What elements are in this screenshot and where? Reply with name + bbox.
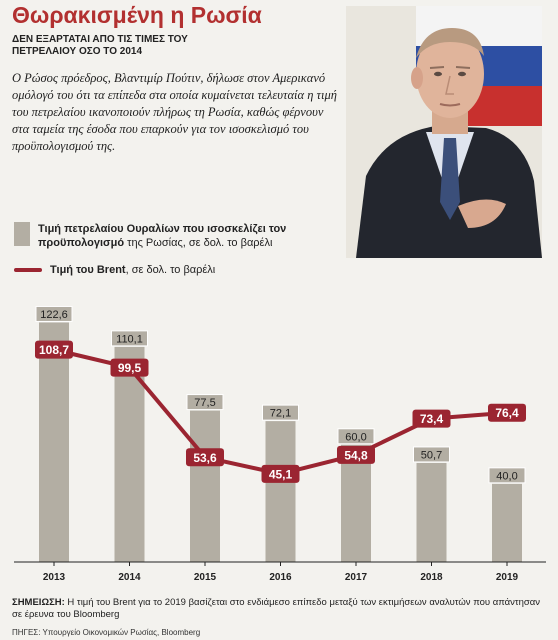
budget-bar-label-box — [337, 428, 375, 445]
brent-point-marker — [110, 358, 149, 377]
budget-bar — [190, 410, 220, 562]
budget-bar-label-box — [35, 305, 73, 322]
page-subtitle: ΔΕΝ ΕΞΑΡΤΑΤΑΙ ΑΠΟ ΤΙΣ ΤΙΜΕΣ ΤΟΥ ΠΕΤΡΕΛΑΙ… — [12, 34, 188, 57]
budget-bar-value-label: 77,5 — [194, 397, 215, 409]
brent-point-marker — [337, 445, 375, 464]
brent-point-marker — [488, 403, 526, 422]
budget-bar-value-label: 40,0 — [496, 470, 517, 482]
budget-bar-value-label: 122,6 — [40, 309, 68, 321]
budget-bar — [416, 462, 447, 562]
budget-bar-label-box — [186, 394, 224, 411]
brent-value-label: 45,1 — [269, 467, 293, 481]
legend-label-bold: Τιμή πετρελαίου Ουραλίων που ισοσκελίζει… — [38, 223, 287, 249]
budget-bar-label-box — [111, 330, 148, 347]
budget-bar-label-box — [488, 467, 526, 484]
budget-bar-value-label: 72,1 — [270, 408, 291, 420]
page-title: Θωρακισμένη η Ρωσία — [12, 2, 262, 28]
brent-value-label: 73,4 — [420, 412, 444, 426]
brent-value-label: 99,5 — [118, 361, 142, 375]
x-tick-label: 2018 — [420, 572, 443, 583]
budget-bar-value-label: 60,0 — [345, 431, 366, 443]
x-tick-label: 2015 — [194, 572, 217, 583]
budget-bar — [492, 483, 522, 562]
budget-bar-label-box — [262, 404, 299, 421]
budget-bar — [265, 421, 296, 562]
budget-bar — [39, 322, 69, 562]
budget-bar — [114, 346, 145, 562]
budget-bar-label-box — [413, 446, 450, 463]
brent-value-label: 108,7 — [39, 343, 69, 357]
oil-price-chart: 122,6 110,1 77,5 72,1 60,0 50,7 40,0 2013 2014 20… — [14, 305, 546, 583]
legend-label-brent: Τιμή του Brent, σε δολ. το βαρέλι — [50, 262, 215, 278]
legend-label-bold: Τιμή του Brent — [50, 264, 126, 276]
x-tick-label: 2017 — [345, 572, 368, 583]
legend-line-swatch — [14, 268, 42, 272]
x-tick-label: 2014 — [118, 572, 141, 583]
source-line: ΠΗΓΕΣ: Υπουργείο Οικονομικών Ρωσίας, Blo… — [12, 628, 201, 637]
brent-point-marker — [186, 448, 224, 467]
legend-label-rest: , σε δολ. το βαρέλι — [125, 264, 216, 276]
portrait-photo — [346, 6, 542, 258]
portrait-illustration — [346, 6, 542, 258]
x-tick-label: 2019 — [496, 572, 519, 583]
budget-bar — [341, 444, 371, 562]
brent-value-label: 76,4 — [495, 406, 519, 420]
legend-label-rest: της Ρωσίας, σε δολ. το βαρέλι — [124, 237, 273, 249]
legend-bar-swatch — [14, 222, 30, 246]
legend-item-brent: Τιμή του Brent, σε δολ. το βαρέλι — [14, 262, 344, 278]
brent-point-marker — [35, 340, 73, 359]
brent-point-marker — [412, 409, 451, 428]
budget-bar-value-label: 50,7 — [421, 449, 442, 461]
brent-value-label: 53,6 — [193, 451, 217, 465]
x-tick-label: 2016 — [269, 572, 292, 583]
x-tick-label: 2013 — [43, 572, 66, 583]
legend-label-budget-price: Τιμή πετρελαίου Ουραλίων που ισοσκελίζει… — [38, 222, 344, 250]
legend-item-budget-price: Τιμή πετρελαίου Ουραλίων που ισοσκελίζει… — [14, 222, 344, 250]
note-text: Η τιμή του Brent για το 2019 βασίζεται σ… — [12, 597, 541, 620]
budget-bar-value-label: 110,1 — [116, 333, 143, 345]
brent-value-label: 54,8 — [344, 448, 368, 462]
chart-legend: Τιμή πετρελαίου Ουραλίων που ισοσκελίζει… — [14, 222, 344, 290]
intro-text: Ο Ρώσος πρόεδρος, Βλαντιμίρ Πούτιν, δήλω… — [12, 71, 337, 153]
note-label: ΣΗΜΕΙΩΣΗ: — [12, 597, 65, 608]
brent-point-marker — [261, 464, 300, 483]
chart-note: ΣΗΜΕΙΩΣΗ: Η τιμή του Brent για το 2019 β… — [12, 597, 552, 621]
